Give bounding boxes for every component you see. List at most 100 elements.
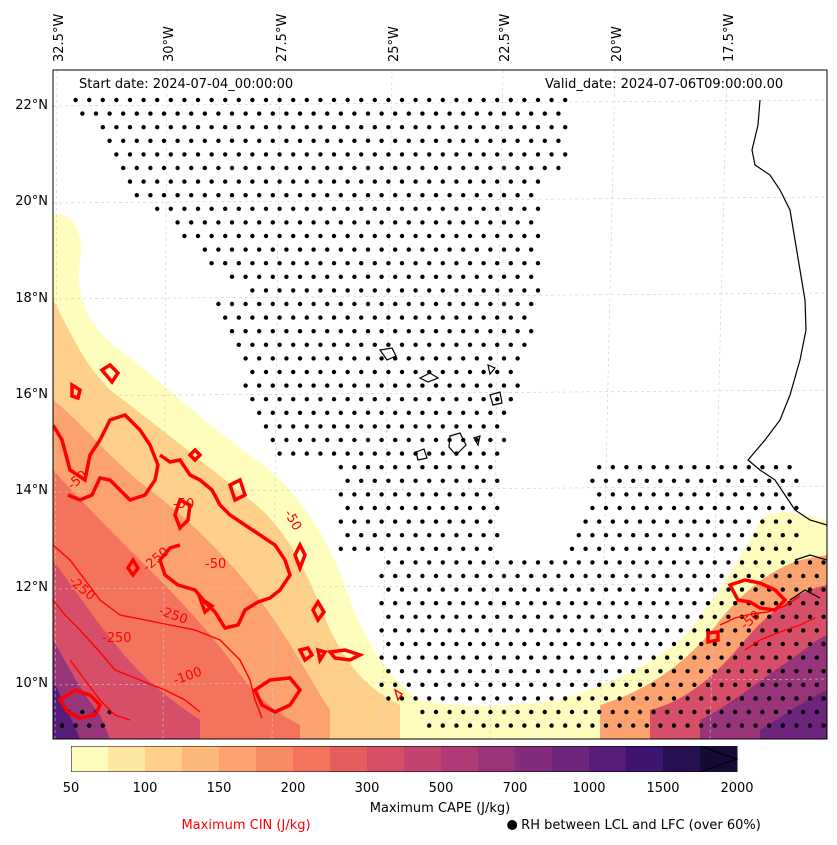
rh-dot — [794, 560, 799, 565]
rh-dot — [345, 206, 350, 211]
rh-dot — [603, 641, 609, 647]
rh-dot — [345, 152, 350, 157]
rh-dot — [386, 533, 391, 538]
rh-dot — [542, 165, 547, 171]
rh-dot — [379, 465, 384, 470]
rh-dot — [529, 709, 534, 715]
rh-dot — [420, 492, 425, 497]
rh-dot — [712, 560, 717, 565]
rh-dot — [413, 315, 418, 320]
rh-dot — [508, 587, 513, 592]
rh-dot — [569, 546, 575, 551]
rh-dot — [522, 696, 527, 701]
rh-dot — [780, 641, 785, 647]
rh-dot — [379, 329, 384, 334]
rh-dot — [495, 641, 500, 647]
rh-dot — [304, 233, 309, 239]
rh-dot — [440, 397, 445, 402]
rh-dot — [209, 152, 214, 157]
rh-dot — [257, 165, 262, 171]
rh-dot — [243, 111, 248, 116]
rh-dot — [304, 125, 309, 130]
rh-dot — [488, 628, 493, 633]
rh-dot — [297, 247, 303, 252]
rh-dot — [427, 696, 432, 701]
rh-dot — [406, 410, 411, 415]
rh-dot — [529, 138, 534, 143]
rh-dot — [352, 465, 357, 470]
rh-dot — [352, 274, 357, 279]
rh-dot — [569, 682, 575, 687]
rh-dot — [597, 682, 602, 687]
rh-dot — [705, 492, 711, 497]
rh-dot — [393, 274, 398, 279]
rh-dot — [195, 152, 201, 157]
rh-dot — [529, 329, 534, 334]
rh-dot — [794, 641, 799, 647]
rh-dot — [311, 274, 316, 279]
rh-dot — [501, 274, 507, 279]
rh-dot — [467, 261, 473, 266]
colorbar-cell — [145, 746, 183, 772]
rh-dot — [481, 614, 486, 619]
rh-dot — [624, 573, 629, 579]
rh-dot — [644, 587, 649, 592]
rh-dot — [637, 709, 643, 715]
rh-dot — [318, 152, 323, 157]
rh-dot — [297, 111, 303, 116]
rh-dot — [413, 97, 418, 103]
rh-dot — [270, 301, 275, 307]
rh-dot — [501, 165, 507, 171]
rh-dot — [467, 669, 473, 674]
rh-dot — [406, 682, 411, 687]
rh-dot — [284, 193, 289, 198]
rh-dot — [610, 709, 615, 715]
rh-dot — [508, 641, 513, 647]
rh-dot — [821, 614, 826, 619]
rh-dot — [746, 519, 751, 524]
rh-dot — [488, 165, 493, 171]
rh-dot — [100, 723, 106, 728]
rh-dot — [331, 179, 337, 184]
rh-dot — [474, 383, 479, 388]
rh-dot — [461, 682, 466, 687]
rh-dot — [501, 573, 507, 579]
rh-dot — [522, 233, 527, 239]
rh-dot — [311, 410, 316, 415]
rh-dot — [161, 165, 167, 171]
rh-dot — [311, 437, 316, 443]
rh-dot — [440, 587, 445, 592]
rh-dot — [712, 587, 717, 592]
rh-dot — [603, 723, 609, 728]
rh-dot — [801, 655, 806, 660]
rh-dot — [236, 233, 241, 239]
rh-dot — [617, 696, 622, 701]
rh-dot — [209, 97, 214, 103]
rh-dot — [617, 533, 622, 538]
rh-dot — [345, 315, 350, 320]
lon-tick-label: 22.5°W — [498, 13, 513, 62]
rh-dot — [250, 152, 255, 157]
rh-dot — [644, 669, 649, 674]
rh-dot — [345, 533, 350, 538]
rh-dot — [658, 505, 663, 511]
rh-dot — [413, 560, 418, 565]
rh-dot — [583, 628, 588, 633]
rh-dot — [637, 655, 643, 660]
rh-dot — [325, 138, 330, 143]
rh-dot — [644, 478, 649, 483]
rh-dot — [216, 193, 221, 198]
rh-dot — [658, 478, 663, 483]
rh-dot — [821, 641, 826, 647]
cin-contours — [53, 362, 816, 721]
rh-dot — [168, 206, 173, 211]
rh-dot — [719, 519, 724, 524]
cin-label: -50 — [173, 497, 194, 512]
rh-dot — [467, 505, 473, 511]
rh-dot — [617, 669, 622, 674]
rh-dot — [563, 669, 568, 674]
rh-dot — [345, 233, 350, 239]
rh-dot — [379, 682, 384, 687]
rh-dot — [529, 165, 534, 171]
